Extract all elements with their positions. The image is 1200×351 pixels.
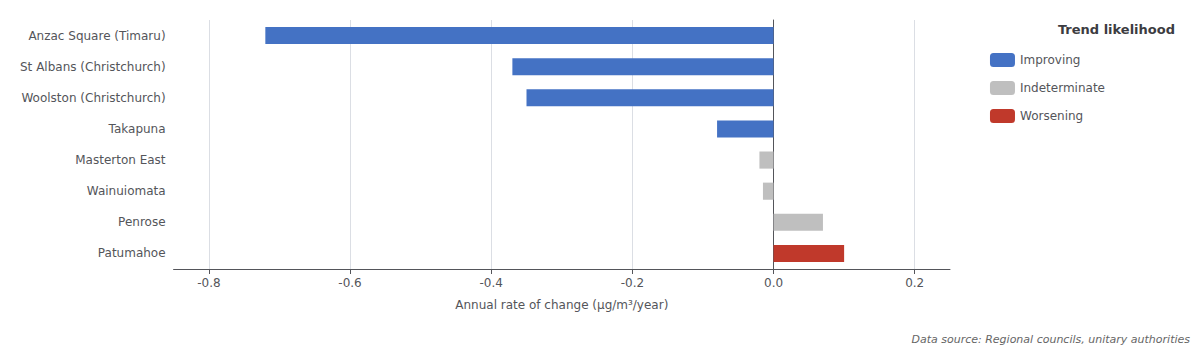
svg-text:St Albans (Christchurch): St Albans (Christchurch) xyxy=(20,60,166,74)
svg-text:Improving: Improving xyxy=(1020,53,1081,67)
svg-text:Woolston (Christchurch): Woolston (Christchurch) xyxy=(21,91,165,105)
svg-text:Penrose: Penrose xyxy=(118,215,165,229)
svg-text:0.0: 0.0 xyxy=(764,276,783,290)
svg-text:0.2: 0.2 xyxy=(905,276,924,290)
svg-text:-0.6: -0.6 xyxy=(338,276,361,290)
svg-text:-0.8: -0.8 xyxy=(197,276,220,290)
svg-text:Anzac Square (Timaru): Anzac Square (Timaru) xyxy=(28,29,165,43)
svg-text:Worsening: Worsening xyxy=(1020,109,1083,123)
svg-text:-0.2: -0.2 xyxy=(621,276,644,290)
svg-text:Takapuna: Takapuna xyxy=(108,122,166,136)
svg-text:Masterton East: Masterton East xyxy=(75,153,166,167)
svg-text:Annual rate of change (μg/m³/y: Annual rate of change (μg/m³/year) xyxy=(455,298,668,312)
svg-text:Patumahoe: Patumahoe xyxy=(98,246,166,260)
svg-text:Data source: Regional councils: Data source: Regional councils, unitary … xyxy=(911,333,1190,346)
svg-text:-0.4: -0.4 xyxy=(479,276,502,290)
svg-text:Trend likelihood: Trend likelihood xyxy=(1058,22,1175,37)
svg-text:Indeterminate: Indeterminate xyxy=(1020,81,1105,95)
svg-text:Wainuiomata: Wainuiomata xyxy=(87,184,166,198)
